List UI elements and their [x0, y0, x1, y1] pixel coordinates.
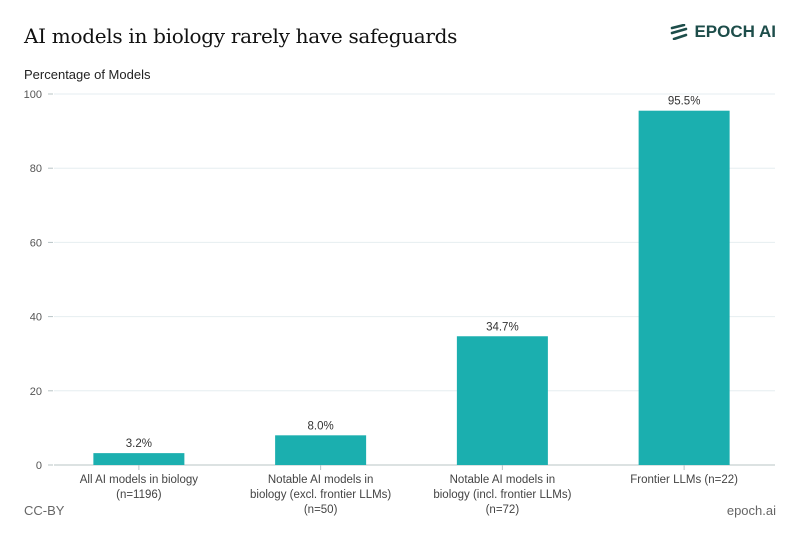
- site-link[interactable]: epoch.ai: [726, 503, 776, 518]
- x-tick-label: All AI models in biology: [80, 474, 199, 486]
- y-tick-label: 100: [24, 89, 42, 101]
- data-label: 8.0%: [308, 420, 334, 432]
- x-tick-label: (n=50): [304, 504, 338, 516]
- y-tick-label: 40: [30, 312, 42, 324]
- x-tick-label: biology (incl. frontier LLMs): [433, 489, 571, 501]
- x-tick-label: (n=1196): [116, 489, 162, 501]
- x-tick-label: (n=72): [486, 504, 520, 516]
- chart-title: AI models in biology rarely have safegua…: [24, 24, 458, 48]
- license-label: CC-BY: [24, 503, 65, 518]
- y-tick-label: 0: [36, 460, 42, 472]
- bar: [275, 435, 367, 465]
- logo-text: EPOCH AI: [694, 22, 776, 41]
- data-label: 95.5%: [668, 96, 701, 108]
- epoch-ai-logo: EPOCH AI: [670, 22, 776, 42]
- y-tick-label: 80: [30, 163, 42, 175]
- x-tick-label: Notable AI models in: [268, 474, 373, 486]
- x-tick-label: biology (excl. frontier LLMs): [250, 489, 391, 501]
- data-label: 3.2%: [126, 438, 152, 450]
- y-tick-label: 60: [30, 237, 42, 249]
- bar: [93, 453, 185, 465]
- x-tick-label: Frontier LLMs (n=22): [630, 474, 738, 486]
- y-axis-label: Percentage of Models: [24, 67, 151, 82]
- bar: [456, 336, 548, 465]
- data-label: 34.7%: [486, 321, 519, 333]
- y-tick-label: 20: [30, 386, 42, 398]
- epoch-logo-icon: [671, 24, 688, 40]
- bar: [638, 110, 730, 465]
- x-tick-label: Notable AI models in: [450, 474, 555, 486]
